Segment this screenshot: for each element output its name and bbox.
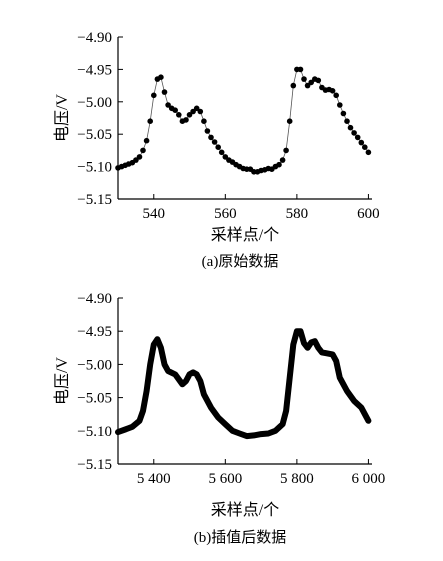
data-point [218,149,225,156]
data-point [315,77,322,84]
data-point [151,92,157,99]
data-point [136,154,143,160]
y-axis-label: 电压/V [53,357,71,405]
data-point [276,161,282,168]
data-point [165,102,171,108]
y-tick-label: −4.95 [77,62,112,78]
data-point [290,82,297,89]
x-tick-label: 540 [143,206,166,222]
data-point [333,92,340,99]
data-point [208,134,214,141]
data-point [190,108,196,115]
x-tick-label: 5 800 [280,471,314,487]
y-tick-label: −5.00 [77,95,112,111]
data-point [297,66,304,73]
x-tick-label: 5 600 [208,471,242,487]
data-point [140,147,146,154]
data-point [204,128,211,134]
data-point [344,118,350,124]
x-axis-label: 采样点/个 [211,226,279,244]
chart-panel-a: −4.90 −4.95 −5.00 −5.05 −5.10 −5.15 540 560 580 6… [53,30,380,270]
data-point [337,102,343,108]
data-point [329,88,336,94]
data-point [304,82,311,89]
data-point [143,137,150,144]
data-point [308,79,315,86]
data-point [351,130,357,136]
y-tick-label: −5.10 [77,424,112,440]
data-point [365,149,372,156]
data-point [358,139,365,146]
data-point [340,110,347,117]
data-point [193,105,200,112]
data-point [215,144,221,150]
y-tick-label: −5.15 [77,457,112,473]
y-axis-label: 电压/V [53,94,71,142]
y-tick-label: −5.05 [77,127,112,143]
data-point [286,118,293,124]
x-axis-label: 采样点/个 [211,501,279,519]
data-point [158,74,164,80]
data-point [133,157,139,163]
data-point [347,124,354,131]
data-point [186,112,193,118]
chart-caption: (a)原始数据 [202,253,279,270]
x-tick-label: 5 400 [137,471,171,487]
y-tick-label: −5.00 [77,357,112,373]
y-tick-label: −4.90 [77,291,112,307]
data-point [197,108,204,115]
data-point [362,144,368,150]
x-tick-label: 6 000 [352,471,386,487]
x-tick-label: 580 [286,206,309,222]
data-point [176,112,182,118]
chart-caption: (b)插值后数据 [194,529,287,546]
x-tick-label: 560 [214,206,237,222]
y-tick-label: −4.90 [77,30,112,46]
series-connector-line [117,69,369,173]
x-tick-label: 600 [357,206,380,222]
data-point [183,117,189,123]
data-point [301,76,307,82]
data-point [283,147,289,154]
data-point [222,154,229,160]
y-tick-label: −5.10 [77,160,112,176]
data-point [201,118,207,124]
data-point [279,157,286,163]
series-line [115,328,372,440]
chart-panel-b: −4.90 −4.95 −5.00 −5.05 −5.10 −5.15 5 400 5 600… [53,291,385,546]
data-point [161,89,168,95]
data-point [211,139,218,145]
y-tick-label: −4.95 [77,324,112,340]
data-point [354,134,361,141]
y-tick-label: −5.05 [77,391,112,407]
data-point [172,107,178,113]
data-point [147,118,153,124]
y-tick-label: −5.15 [77,192,112,208]
